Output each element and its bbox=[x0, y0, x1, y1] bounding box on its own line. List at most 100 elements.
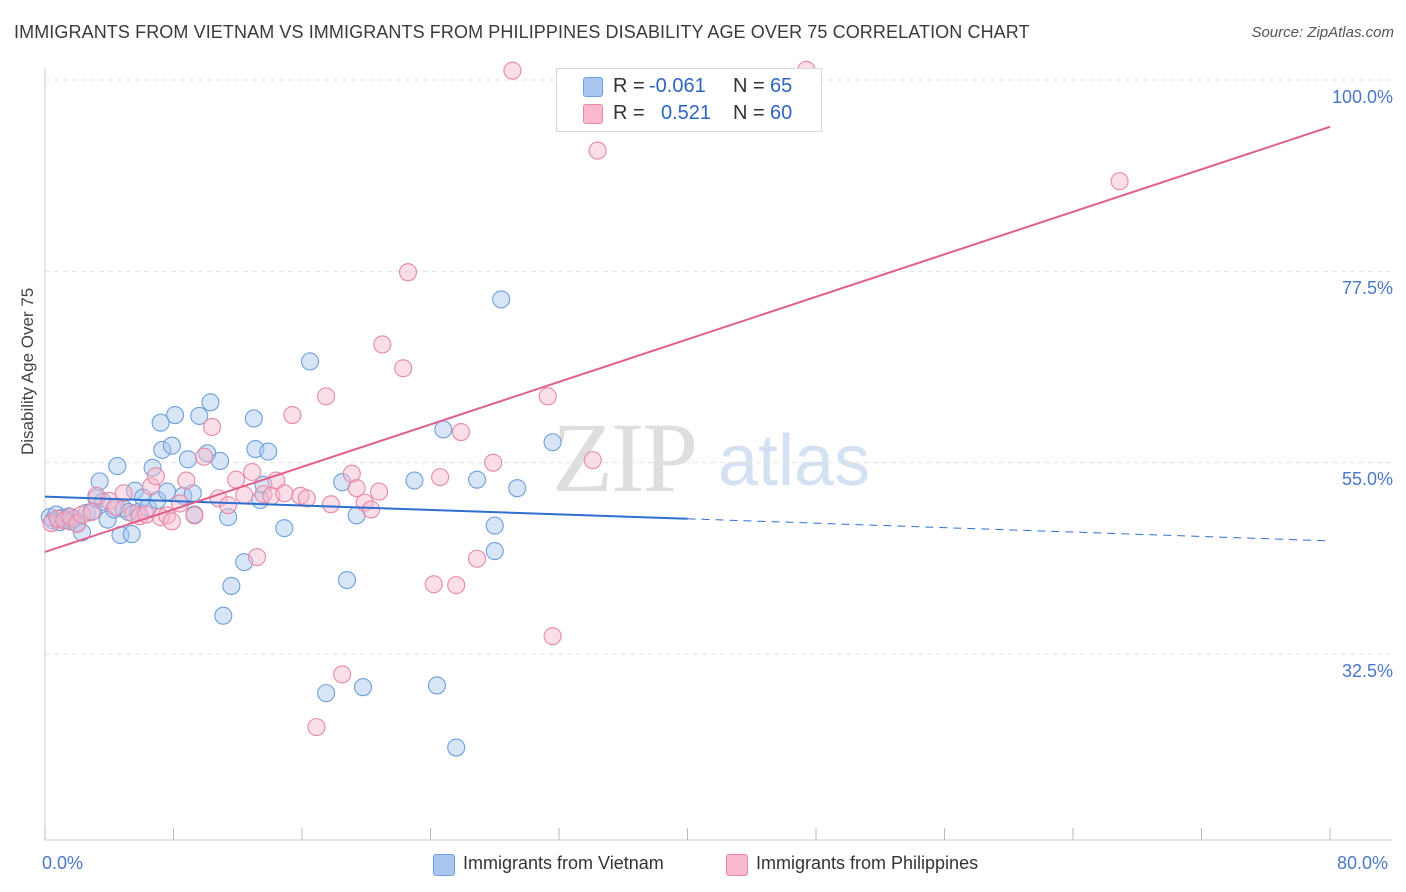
data-point bbox=[333, 665, 352, 684]
vietnam-trend-line bbox=[44, 495, 688, 520]
y-tick-label: 77.5% bbox=[1341, 278, 1393, 298]
x-tick-label: 0.0% bbox=[42, 853, 84, 873]
data-point bbox=[353, 678, 373, 697]
data-point bbox=[90, 472, 109, 491]
n-value: 65 bbox=[770, 75, 793, 97]
data-point bbox=[130, 507, 149, 526]
data-point bbox=[588, 141, 607, 160]
data-point bbox=[61, 508, 80, 527]
data-point bbox=[508, 479, 527, 498]
legend-item-vietnam[interactable]: Immigrants from Vietnam bbox=[433, 852, 703, 876]
data-point bbox=[503, 61, 522, 80]
data-point bbox=[72, 523, 91, 542]
r-value: -0.061 bbox=[649, 75, 706, 97]
chart-title: IMMIGRANTS FROM VIETNAM VS IMMIGRANTS FR… bbox=[14, 22, 1030, 42]
data-point bbox=[373, 335, 392, 354]
data-point bbox=[190, 406, 209, 425]
data-point bbox=[222, 576, 241, 596]
data-point bbox=[153, 440, 172, 459]
r-value: 0.521 bbox=[661, 102, 712, 124]
data-point bbox=[337, 570, 357, 590]
data-point bbox=[307, 718, 326, 737]
r-label: R = bbox=[613, 102, 645, 124]
philippines-swatch bbox=[583, 104, 603, 124]
vietnam-swatch bbox=[583, 77, 603, 97]
data-point bbox=[398, 263, 418, 282]
n-label: N = bbox=[733, 102, 765, 124]
data-point bbox=[317, 387, 336, 406]
y-tick-label: 55.0% bbox=[1341, 469, 1393, 489]
data-point bbox=[543, 627, 562, 646]
data-point bbox=[201, 393, 220, 412]
r-label: R = bbox=[613, 75, 645, 97]
axes bbox=[44, 68, 1392, 841]
data-point bbox=[243, 462, 262, 482]
data-point bbox=[370, 482, 389, 501]
trend-lines bbox=[44, 125, 1331, 553]
data-point bbox=[166, 405, 185, 425]
data-point bbox=[146, 467, 165, 486]
data-point bbox=[451, 423, 471, 442]
legend-item-philippines[interactable]: Immigrants from Philippines bbox=[726, 852, 1016, 876]
series-vietnam-points bbox=[40, 290, 562, 757]
legend-label: Immigrants from Philippines bbox=[756, 853, 979, 873]
data-point bbox=[108, 457, 127, 476]
philippines-legend-swatch bbox=[726, 854, 748, 876]
data-point bbox=[347, 479, 366, 498]
data-point bbox=[114, 484, 133, 503]
data-point bbox=[317, 684, 336, 703]
data-point bbox=[137, 505, 156, 524]
data-point bbox=[405, 471, 424, 490]
data-point bbox=[583, 451, 602, 470]
philippines-trend-line bbox=[44, 125, 1331, 553]
data-point bbox=[434, 420, 453, 439]
data-point bbox=[300, 352, 320, 371]
data-point bbox=[244, 409, 263, 428]
data-point bbox=[362, 500, 381, 519]
data-point bbox=[203, 417, 222, 437]
data-point bbox=[468, 549, 487, 568]
data-point bbox=[211, 451, 230, 471]
data-point bbox=[259, 442, 278, 461]
stats-row-vietnam: R = -0.061 N = 65 bbox=[557, 73, 821, 99]
data-point bbox=[98, 510, 117, 529]
data-point bbox=[424, 575, 443, 594]
data-point bbox=[177, 471, 196, 490]
watermark-zip: ZIP bbox=[552, 402, 698, 513]
data-point bbox=[247, 548, 267, 567]
stats-row-philippines: R = 0.521 N = 60 bbox=[557, 100, 821, 126]
data-point bbox=[185, 506, 204, 525]
data-point bbox=[275, 519, 294, 538]
data-point bbox=[492, 290, 511, 309]
data-point bbox=[178, 450, 198, 469]
vietnam-trend-extension bbox=[687, 518, 1331, 542]
data-point bbox=[484, 453, 503, 472]
x-tick-label: 80.0% bbox=[1337, 853, 1389, 873]
data-point bbox=[447, 738, 466, 757]
data-point bbox=[297, 489, 316, 508]
data-point bbox=[283, 405, 302, 425]
data-point bbox=[485, 516, 504, 535]
y-tick-label: 100.0% bbox=[1331, 87, 1393, 107]
series-philippines-points bbox=[42, 60, 1129, 737]
data-point bbox=[431, 468, 450, 487]
legend-label: Immigrants from Vietnam bbox=[463, 853, 664, 873]
data-point bbox=[543, 433, 562, 452]
data-point bbox=[141, 477, 161, 496]
data-point bbox=[82, 502, 101, 522]
data-point bbox=[321, 495, 340, 514]
data-point bbox=[538, 387, 557, 406]
data-point bbox=[162, 512, 181, 531]
watermark-atlas: atlas bbox=[718, 421, 871, 501]
data-point bbox=[158, 482, 177, 501]
correlation-stats-box: R = -0.061 N = 65 R = 0.521 N = 60 bbox=[556, 68, 822, 132]
data-point bbox=[219, 496, 238, 515]
data-point bbox=[122, 525, 141, 544]
y-axis-label: Disability Age Over 75 bbox=[18, 287, 37, 455]
n-value: 60 bbox=[770, 102, 793, 124]
data-point bbox=[485, 542, 504, 561]
data-point bbox=[447, 576, 466, 595]
vietnam-legend-swatch bbox=[433, 854, 455, 876]
data-point bbox=[68, 514, 87, 533]
